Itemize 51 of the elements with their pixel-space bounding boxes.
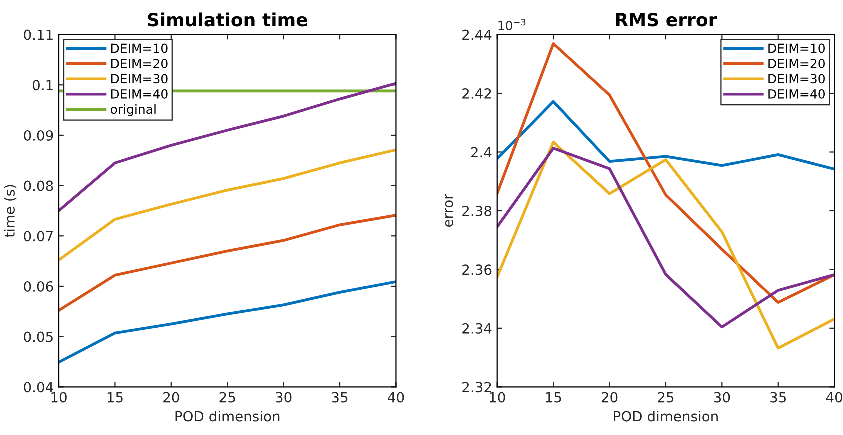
y-tick-label: 0.1 xyxy=(32,80,53,91)
y-tick-label: 2.42 xyxy=(462,88,492,99)
legend-label: DEIM=40 xyxy=(111,89,168,99)
chart-title: RMS error xyxy=(616,13,718,27)
legend-label: original xyxy=(110,104,156,117)
y-tick-label: 2.4 xyxy=(471,147,492,158)
x-axis-title: POD dimension xyxy=(614,411,718,422)
y-tick-label: 0.07 xyxy=(24,231,53,242)
legend-label: DEIM=10 xyxy=(768,44,825,54)
x-tick-label: 30 xyxy=(714,392,730,403)
x-tick-label: 15 xyxy=(108,392,123,403)
x-tick-label: 15 xyxy=(546,392,562,403)
x-tick-label: 40 xyxy=(388,392,404,403)
y-tick-label: 2.38 xyxy=(462,206,492,216)
legend-label: DEIM=30 xyxy=(768,74,825,84)
x-tick-label: 10 xyxy=(490,392,506,403)
legend-label: DEIM=20 xyxy=(768,58,825,68)
x-tick-label: 40 xyxy=(826,392,842,403)
line-series xyxy=(59,82,396,212)
x-tick-label: 20 xyxy=(164,392,180,403)
y-tick-label: 0.11 xyxy=(24,30,53,40)
y-axis-title: error xyxy=(445,194,454,228)
line-series xyxy=(59,280,396,364)
y-tick-label: 2.44 xyxy=(462,30,492,40)
y-tick-label: 0.06 xyxy=(24,281,54,292)
legend-label: DEIM=40 xyxy=(768,89,825,99)
x-tick-label: 10 xyxy=(52,392,67,403)
x-tick-label: 35 xyxy=(770,392,786,403)
y-axis-title: time (s) xyxy=(4,185,17,238)
legend-label: DEIM=30 xyxy=(111,74,168,84)
x-axis-title: POD dimension xyxy=(176,411,280,422)
line-series xyxy=(497,100,835,171)
line-series xyxy=(59,148,396,262)
y-tick-label: 2.32 xyxy=(462,382,492,393)
y-tick-label: 0.08 xyxy=(24,180,54,192)
y-tick-label: 0.09 xyxy=(24,130,54,141)
chart-title: Simulation time xyxy=(148,12,308,27)
x-tick-label: 25 xyxy=(658,392,674,403)
legend-label: DEIM=20 xyxy=(111,58,168,68)
x-tick-label: 30 xyxy=(276,392,292,403)
y-tick-label: 2.36 xyxy=(462,264,492,276)
line-series xyxy=(497,42,835,304)
x-tick-label: 25 xyxy=(220,392,236,403)
y-tick-label: 2.34 xyxy=(462,323,492,334)
x-tick-label: 35 xyxy=(332,392,348,403)
y-tick-label: 0.04 xyxy=(24,382,54,393)
y-tick-label: 0.05 xyxy=(24,332,53,342)
x-tick-label: 20 xyxy=(602,392,618,403)
line-series xyxy=(59,214,396,312)
legend-label: DEIM=10 xyxy=(111,44,168,54)
text: 10$^{−3}$ xyxy=(498,19,526,31)
